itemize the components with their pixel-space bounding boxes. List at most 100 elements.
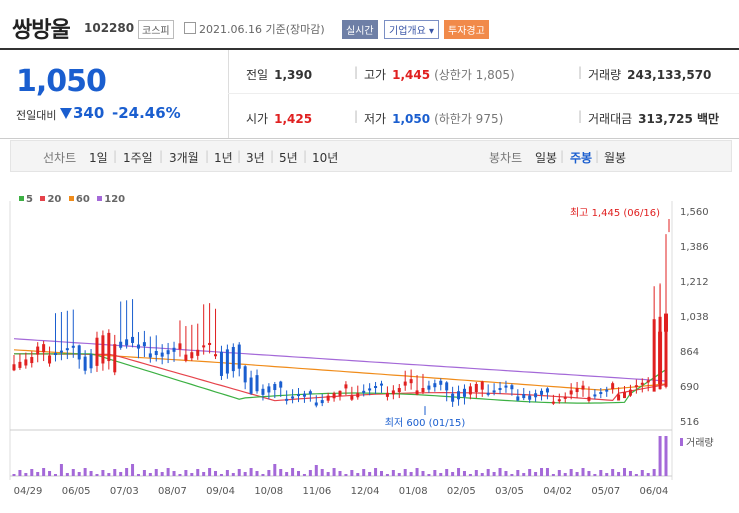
candle-body bbox=[291, 396, 295, 399]
candle-body bbox=[623, 392, 627, 399]
tab-3m[interactable]: 3개월 bbox=[169, 151, 199, 165]
candle-body bbox=[225, 349, 229, 374]
volume-bar bbox=[136, 474, 140, 476]
candle-body bbox=[190, 352, 194, 359]
candle-body bbox=[273, 383, 277, 391]
volume-bar bbox=[291, 468, 295, 476]
candle-body bbox=[154, 351, 158, 356]
volume-bar bbox=[397, 473, 401, 476]
candle-body bbox=[320, 400, 324, 404]
tab-1w[interactable]: 1주일 bbox=[123, 151, 153, 165]
candle-body bbox=[18, 361, 22, 368]
y-tick-label: 1,560 bbox=[680, 207, 709, 218]
tab-monthly[interactable]: 월봉 bbox=[604, 151, 627, 165]
candle-body bbox=[160, 352, 164, 357]
volume-bar bbox=[575, 472, 579, 476]
volume-bar bbox=[557, 470, 561, 476]
candle-body bbox=[439, 380, 443, 385]
volume-bar bbox=[451, 472, 455, 476]
candle-body bbox=[214, 354, 218, 357]
candle-body bbox=[462, 388, 466, 397]
realtime-button[interactable]: 실시간 bbox=[342, 20, 378, 39]
volume-bar bbox=[391, 470, 395, 476]
candle-body bbox=[634, 385, 638, 388]
volume-bar bbox=[237, 469, 241, 476]
candle-body bbox=[379, 383, 383, 386]
volume-bar bbox=[273, 464, 277, 476]
candle-body bbox=[534, 393, 538, 398]
divider: | bbox=[578, 65, 583, 79]
volume-bar bbox=[308, 470, 312, 476]
volume-bar bbox=[498, 468, 502, 476]
volume-bar bbox=[344, 474, 348, 476]
volume-bar bbox=[593, 474, 597, 476]
volume-bar bbox=[142, 470, 146, 476]
open-value: 1,425 bbox=[274, 112, 313, 126]
volume-bar bbox=[190, 473, 194, 476]
candle-body bbox=[628, 389, 632, 396]
x-tick-label: 06/04 bbox=[640, 486, 669, 497]
volume-bar bbox=[77, 472, 81, 476]
candle-body bbox=[237, 344, 241, 369]
candle-body bbox=[125, 339, 129, 346]
tab-daily[interactable]: 일봉 bbox=[535, 151, 558, 165]
upper-limit: (상한가 1,805) bbox=[434, 68, 515, 82]
x-tick-label: 06/05 bbox=[62, 486, 91, 497]
candle-body bbox=[119, 341, 123, 348]
volume-bar bbox=[166, 468, 170, 476]
volume-bar bbox=[285, 472, 289, 476]
volume-bar bbox=[172, 471, 176, 476]
volume-bar bbox=[480, 473, 484, 476]
volume-bar bbox=[332, 468, 336, 476]
volume-bar bbox=[338, 471, 342, 476]
tab-1y[interactable]: 1년 bbox=[214, 151, 233, 165]
volume-bar bbox=[356, 473, 360, 476]
candle-body bbox=[498, 388, 502, 391]
volume-bar bbox=[551, 474, 555, 476]
volume-bar bbox=[439, 473, 443, 476]
candle-body bbox=[314, 402, 318, 406]
volume-bar bbox=[83, 468, 87, 476]
company-overview-dropdown[interactable]: 기업개요 ▾ bbox=[384, 20, 439, 39]
tab-5y[interactable]: 5년 bbox=[279, 151, 298, 165]
candle-body bbox=[71, 345, 75, 348]
tab-3y[interactable]: 3년 bbox=[246, 151, 265, 165]
x-tick-label: 11/06 bbox=[302, 486, 331, 497]
amount-value: 313,725 백만 bbox=[638, 112, 720, 126]
volume-cell: 거래량 243,133,570 bbox=[588, 66, 711, 83]
open-cell: 시가 1,425 bbox=[246, 110, 312, 127]
candle-body bbox=[617, 394, 621, 401]
volume-bar bbox=[581, 468, 585, 476]
candle-body bbox=[409, 379, 413, 384]
volume-bar bbox=[516, 470, 520, 476]
volume-bar bbox=[131, 464, 135, 476]
candle-body bbox=[231, 346, 235, 372]
candle-body bbox=[362, 390, 366, 393]
volume-bar bbox=[219, 474, 223, 476]
volume-bar bbox=[492, 472, 496, 476]
volume-bar bbox=[569, 469, 573, 476]
candle-body bbox=[557, 399, 561, 402]
ma20-swatch bbox=[40, 196, 46, 201]
volume-bar bbox=[611, 469, 615, 476]
volume-bar bbox=[326, 472, 330, 476]
x-tick-label: 12/04 bbox=[351, 486, 380, 497]
candle-body bbox=[528, 395, 532, 400]
tab-1d[interactable]: 1일 bbox=[89, 151, 108, 165]
candle-body bbox=[646, 380, 650, 383]
y-tick-label: 690 bbox=[680, 382, 699, 393]
volume-value: 243,133,570 bbox=[627, 68, 712, 82]
volume-label: 거래량 bbox=[686, 437, 714, 449]
candle-body bbox=[391, 390, 395, 395]
volume-bar bbox=[634, 474, 638, 476]
x-tick-label: 08/07 bbox=[158, 486, 187, 497]
volume-bar bbox=[587, 471, 591, 476]
tab-10y[interactable]: 10년 bbox=[312, 151, 339, 165]
tab-weekly[interactable]: 주봉 bbox=[570, 151, 593, 165]
candle-body bbox=[249, 377, 253, 394]
divider: | bbox=[578, 109, 583, 123]
volume-bar bbox=[403, 469, 407, 476]
candle-body bbox=[243, 366, 247, 383]
volume-bar bbox=[368, 472, 372, 476]
